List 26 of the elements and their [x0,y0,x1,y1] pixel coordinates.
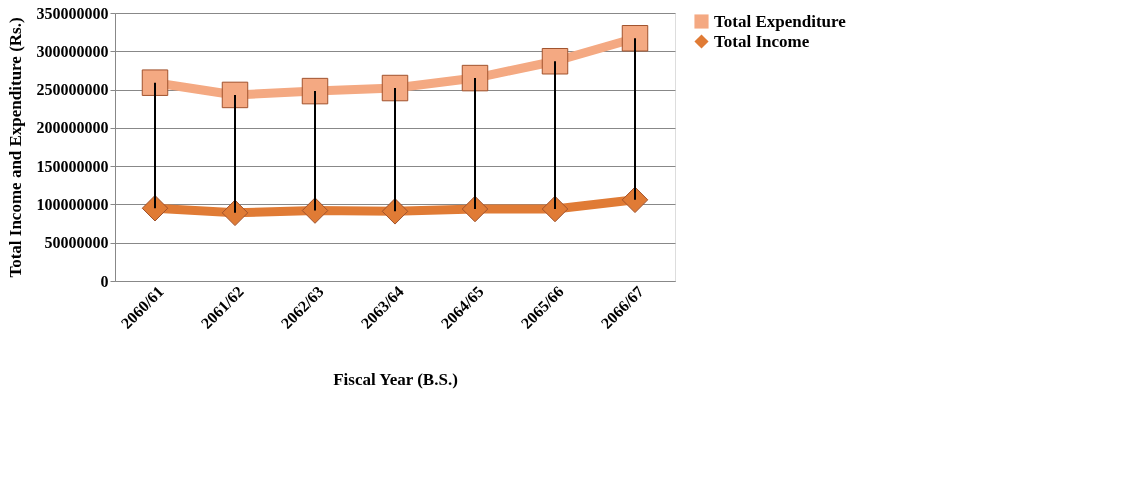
x-axis-title: Fiscal Year (B.S.) [333,369,458,389]
y-tick-label: 100000000 [36,195,109,213]
y-tick-label: 300000000 [36,42,109,60]
point [301,197,329,224]
y-tick-label: 250000000 [36,81,109,99]
point [541,47,569,75]
point [381,198,409,225]
point [301,77,329,105]
point [621,25,649,52]
y-tick-label: 50000000 [44,234,109,252]
point [141,195,169,222]
point [221,81,249,109]
y-tick-label: 350000000 [36,4,109,22]
point [621,186,649,214]
y-tick-label: 0 [100,272,109,290]
legend-label: Total Income [714,31,810,51]
point [461,64,489,92]
point [221,199,249,227]
point [381,74,409,102]
legend-label: Total Expenditure [714,11,847,31]
point [141,69,169,96]
y-tick-label: 200000000 [36,119,109,137]
y-tick-label: 150000000 [36,157,109,175]
point [541,195,569,223]
y-axis-title: Total Income and Expenditure (Rs.) [5,17,25,278]
point [461,195,489,223]
